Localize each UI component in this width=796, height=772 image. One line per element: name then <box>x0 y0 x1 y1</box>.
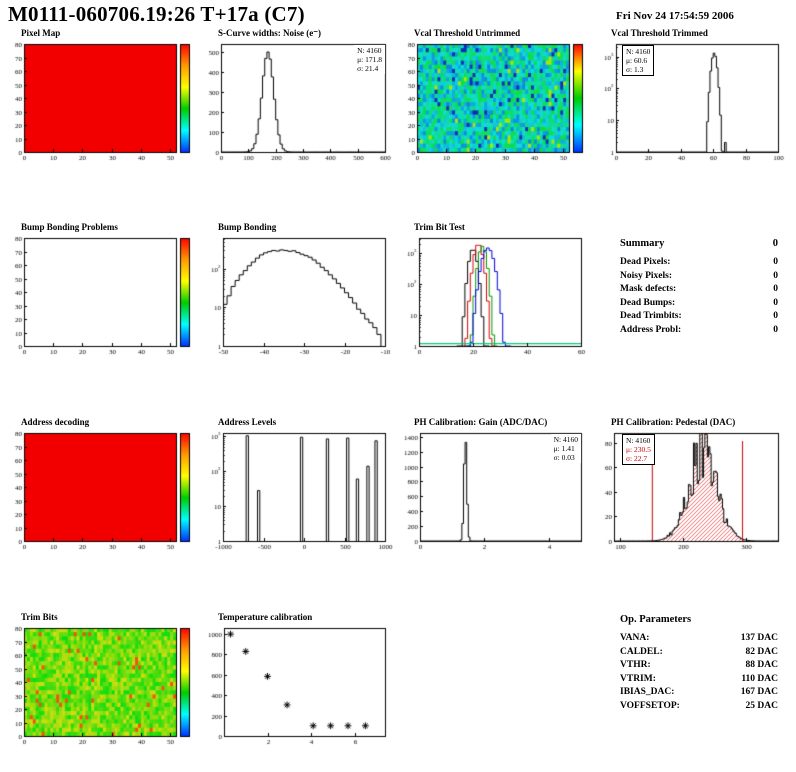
op-parameter-value: 82 DAC <box>745 646 778 657</box>
stat-line: σ: 0.03 <box>553 453 575 462</box>
temperature-calibration-canvas <box>203 623 393 749</box>
plot-cell-address-levels: Address Levels <box>203 417 399 557</box>
op-parameter-value: 110 DAC <box>741 673 778 684</box>
stat-line: μ: 230.5 <box>626 445 651 454</box>
op-parameter-row: IBIAS_DAC: 167 DAC <box>620 686 778 700</box>
plot-cell-vcal-trimmed: Vcal Threshold Trimmed N: 4160 μ: 60.6 σ… <box>596 28 792 168</box>
page-title: M0111-060706.19:26 T+17a (C7) <box>8 2 305 26</box>
plot-title: Vcal Threshold Trimmed <box>611 28 708 38</box>
plot-title: Address Levels <box>218 417 277 427</box>
op-parameter-value: 25 DAC <box>745 700 778 711</box>
plot-title: Trim Bits <box>21 612 58 622</box>
op-parameter-label: CALDEL: <box>620 646 663 657</box>
plot-title: Pixel Map <box>21 28 61 38</box>
summary-row-value: 0 <box>773 324 778 335</box>
stats-box: N: 4160 μ: 230.5 σ: 22.7 <box>622 434 655 465</box>
summary-row: Noisy Pixels: 0 <box>620 270 778 284</box>
summary-row: Dead Bumps: 0 <box>620 297 778 311</box>
stats-box: N: 4160 μ: 60.6 σ: 1.3 <box>622 45 655 76</box>
plot-cell-ph-gain: PH Calibration: Gain (ADC/DAC) N: 4160 μ… <box>399 417 595 557</box>
op-parameter-row: VTRIM: 110 DAC <box>620 673 778 687</box>
plot-title: Temperature calibration <box>218 612 313 622</box>
vcal-untrimmed-canvas <box>399 39 589 165</box>
plot-cell-scurve-noise: S-Curve widths: Noise (e⁻) N: 4160 μ: 17… <box>203 28 399 168</box>
plot-title: Address decoding <box>21 417 90 427</box>
summary-row-label: Dead Bumps: <box>620 297 676 308</box>
address-decoding-canvas <box>6 428 196 554</box>
stat-line: μ: 1.41 <box>553 444 575 453</box>
op-parameters-title: Op. Parameters <box>620 614 692 625</box>
op-parameters-block: Op. Parameters VANA: 137 DAC CALDEL: 82 … <box>620 614 778 713</box>
plot-cell-temperature-calibration: Temperature calibration <box>203 612 399 752</box>
summary-row: Dead Pixels: 0 <box>620 256 778 270</box>
stat-line: N: 4160 <box>357 46 382 55</box>
op-parameter-label: VTRIM: <box>620 673 656 684</box>
bump-bonding-canvas <box>203 233 393 359</box>
summary-row: Dead Trimbits: 0 <box>620 310 778 324</box>
summary-row-label: Dead Trimbits: <box>620 311 682 321</box>
summary-row-label: Noisy Pixels: <box>620 270 672 281</box>
pixel-map-canvas <box>6 39 196 165</box>
plot-title: PH Calibration: Gain (ADC/DAC) <box>414 417 548 427</box>
bump-bonding-problems-canvas <box>6 233 196 359</box>
plot-title: S-Curve widths: Noise (e⁻) <box>218 28 321 38</box>
op-parameter-row: VOFFSETOP: 25 DAC <box>620 700 778 714</box>
stats-box: N: 4160 μ: 1.41 σ: 0.03 <box>550 434 581 463</box>
stat-line: μ: 171.8 <box>357 55 382 64</box>
summary-title: Summary <box>620 238 665 249</box>
trim-bits-canvas <box>6 623 196 749</box>
summary-row: Mask defects: 0 <box>620 283 778 297</box>
summary-row-label: Mask defects: <box>620 284 677 294</box>
trim-bit-test-canvas <box>399 233 589 359</box>
summary-row-value: 0 <box>773 284 778 294</box>
plot-cell-trim-bits: Trim Bits <box>6 612 202 752</box>
op-parameter-label: VTHR: <box>620 660 651 670</box>
summary-row: Address Probl: 0 <box>620 324 778 338</box>
stat-line: μ: 60.6 <box>626 56 648 65</box>
op-parameter-value: 88 DAC <box>745 660 778 670</box>
op-parameter-row: CALDEL: 82 DAC <box>620 646 778 660</box>
stat-line: σ: 21.4 <box>357 64 379 73</box>
address-levels-canvas <box>203 428 393 554</box>
op-parameter-value: 167 DAC <box>740 687 778 697</box>
plot-title: Vcal Threshold Untrimmed <box>414 28 521 38</box>
summary-row-label: Dead Pixels: <box>620 257 671 267</box>
timestamp: Fri Nov 24 17:54:59 2006 <box>616 10 734 22</box>
op-parameter-label: VOFFSETOP: <box>620 700 680 711</box>
stat-line: σ: 22.7 <box>626 454 648 463</box>
summary-row-value: 0 <box>773 270 778 281</box>
summary-row-value: 0 <box>773 257 778 267</box>
plot-title: PH Calibration: Pedestal (DAC) <box>611 417 736 427</box>
plot-title: Trim Bit Test <box>414 222 465 232</box>
plot-title: Bump Bonding Problems <box>21 222 118 232</box>
summary-total: 0 <box>772 238 778 249</box>
plot-cell-address-decoding: Address decoding <box>6 417 202 557</box>
stat-line: N: 4160 <box>626 436 651 445</box>
stat-line: σ: 1.3 <box>626 65 644 74</box>
op-parameter-label: IBIAS_DAC: <box>620 687 675 697</box>
plot-cell-bump-bonding: Bump Bonding <box>203 222 399 362</box>
op-parameter-row: VTHR: 88 DAC <box>620 659 778 673</box>
plot-cell-trim-bit-test: Trim Bit Test <box>399 222 595 362</box>
plot-title: Bump Bonding <box>218 222 277 232</box>
stat-line: N: 4160 <box>553 435 578 444</box>
op-parameter-row: VANA: 137 DAC <box>620 632 778 646</box>
stats-box: N: 4160 μ: 171.8 σ: 21.4 <box>354 45 385 74</box>
plot-cell-bump-bonding-problems: Bump Bonding Problems <box>6 222 202 362</box>
plot-cell-ph-pedestal: PH Calibration: Pedestal (DAC) N: 4160 μ… <box>596 417 792 557</box>
summary-header: Summary 0 <box>620 238 778 249</box>
plot-cell-pixel-map: Pixel Map <box>6 28 202 168</box>
plot-cell-vcal-untrimmed: Vcal Threshold Untrimmed <box>399 28 595 168</box>
op-parameter-value: 137 DAC <box>740 633 778 643</box>
summary-row-value: 0 <box>773 297 778 308</box>
summary-row-label: Address Probl: <box>620 324 682 335</box>
stat-line: N: 4160 <box>626 47 651 56</box>
op-parameters-header: Op. Parameters <box>620 614 778 625</box>
summary-row-value: 0 <box>773 311 778 321</box>
summary-block: Summary 0 Dead Pixels: 0 Noisy Pixels: 0… <box>620 238 778 337</box>
op-parameter-label: VANA: <box>620 633 650 643</box>
